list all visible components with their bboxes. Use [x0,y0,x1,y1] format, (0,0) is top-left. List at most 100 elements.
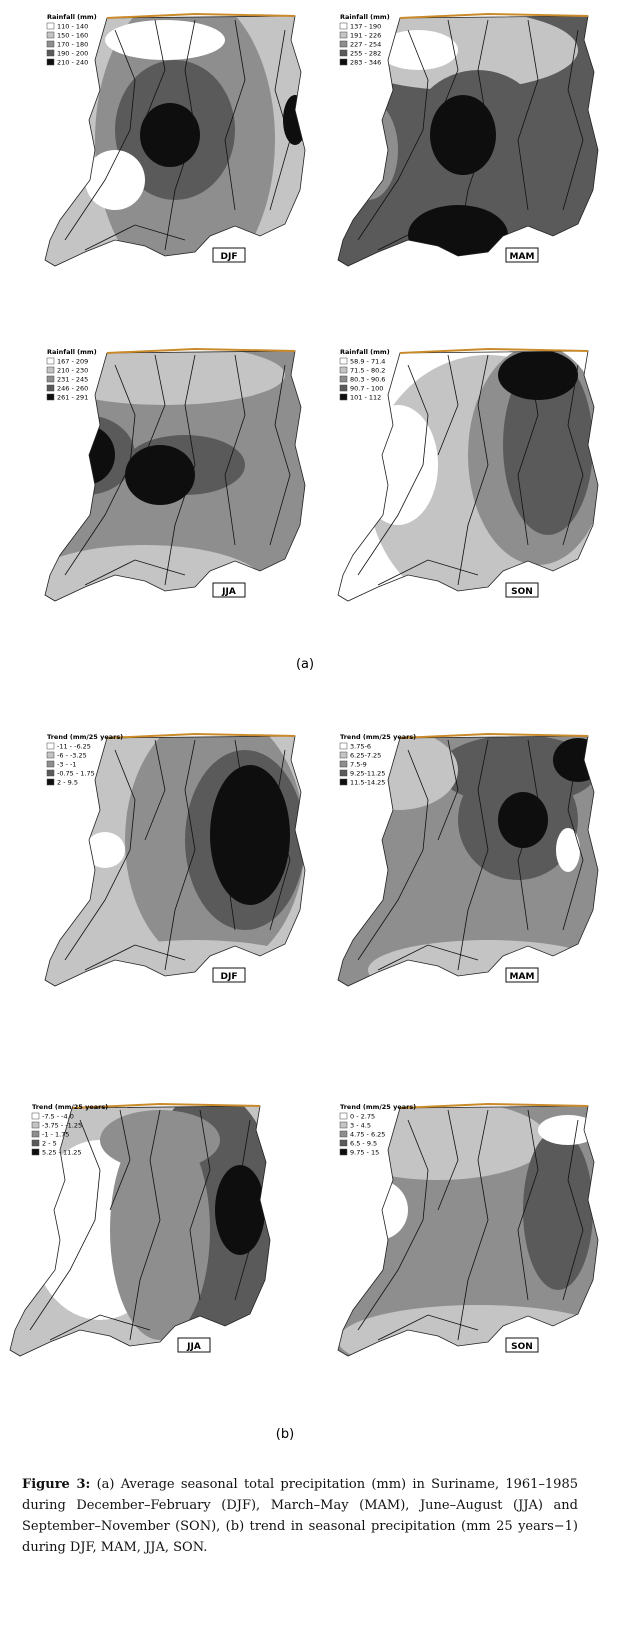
coastline [106,12,296,19]
river [377,1314,479,1341]
legend-label: 227 - 254 [350,41,381,49]
legend-swatch [46,31,55,39]
legend-swatch [339,375,348,383]
river [189,1109,211,1301]
coastline [106,347,296,354]
map-zone [338,1305,598,1356]
legend-swatch [339,22,348,30]
map: Trend (mm/25 years) -11 - -6.25-6 - -3.25… [44,732,306,987]
river [562,1119,584,1301]
river [562,364,584,546]
subfigure-label: (a) [296,657,314,672]
river [144,354,166,456]
legend-label: 231 - 245 [57,376,88,384]
map-outline [44,350,306,602]
legend-label: 246 - 260 [57,385,88,393]
legend-label: 191 - 226 [350,32,381,40]
map-zone [55,425,115,485]
map-zone [283,95,305,145]
season-box [505,1337,539,1353]
subfigure-label: (b) [276,1427,294,1442]
legend-swatch [31,1148,40,1156]
map: Rainfall (mm) 58.9 - 71.471.5 - 80.280.3 … [337,347,599,602]
map-zone [553,738,598,782]
legend-title: Trend (mm/25 years) [340,1103,416,1111]
river [144,739,166,841]
legend-swatch [339,778,348,786]
map-zone [338,100,398,200]
legend-label: 2 - 5 [42,1140,57,1148]
river [377,559,479,586]
legend-label: 210 - 230 [57,367,88,375]
map-zone [358,405,438,525]
legend-label: -1 - 1.75 [42,1131,69,1139]
legend-label: 6.5 - 9.5 [350,1140,377,1148]
river [64,364,136,576]
legend-swatch [339,1148,348,1156]
season-label: JJA [186,1342,201,1352]
river [84,944,186,971]
coastline [71,1102,261,1109]
legend-swatch [31,1112,40,1120]
river [517,19,539,211]
legend-swatch [31,1121,40,1129]
legend-label: 2 - 9.5 [57,779,78,787]
legend-label: -0.75 - 1.75 [57,770,95,778]
legend-swatch [339,742,348,750]
river [437,1109,459,1211]
map: Trend (mm/25 years) -7.5 - -4.0-3.75 - -1… [9,1102,271,1357]
map-zone [140,103,200,167]
map-shading [338,351,598,601]
season-label: SON [511,1342,533,1352]
legend-swatch [339,31,348,39]
legend-label: 137 - 190 [350,23,381,31]
river [457,1109,489,1341]
caption: Figure 3: (a) Average seasonal total pre… [22,1474,578,1558]
legend-swatch [339,40,348,48]
river [437,19,459,121]
river [64,29,136,241]
legend-swatch [339,49,348,57]
coastline [399,732,589,739]
river [64,749,136,961]
map-zone [378,30,458,70]
legend-label: 80.3 - 90.6 [350,376,385,384]
map-zone [368,940,598,986]
river [29,1119,101,1331]
river [357,749,429,961]
legend-swatch [46,357,55,365]
river [562,749,584,931]
legend-swatch [46,384,55,392]
coastline [399,12,589,19]
river [164,19,196,251]
river [234,1119,256,1301]
season-label: DJF [221,252,238,262]
legend-label: 5.25 - 11.25 [42,1149,82,1157]
map-zone [215,1165,265,1255]
river [224,354,246,546]
legend-label: -7.5 - -4.0 [42,1113,74,1121]
map-zone [85,150,145,210]
caption-text: (a) Average seasonal total precipitation… [22,1477,578,1555]
river [357,29,429,241]
legend-swatch [46,366,55,374]
legend-label: 283 - 346 [350,59,381,67]
river [109,1109,131,1211]
river [377,224,479,251]
map-zone [45,415,135,495]
legend-swatch [46,40,55,48]
season-box [212,582,246,598]
map-zone [523,1130,593,1290]
legend-label: 9.25-11.25 [350,770,385,778]
river [357,1119,429,1331]
legend-label: -11 - -6.25 [57,743,91,751]
legend-title: Trend (mm/25 years) [47,733,123,741]
river [84,224,186,251]
map-outline [9,1105,271,1357]
season-box [505,247,539,263]
map-zone [498,351,578,400]
legend-label: 7.5-9 [350,761,367,769]
